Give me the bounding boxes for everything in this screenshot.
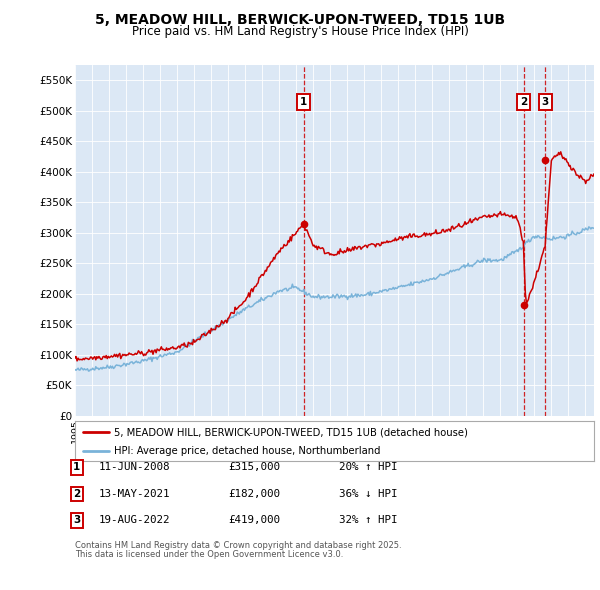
Text: 20% ↑ HPI: 20% ↑ HPI [339,463,397,472]
Text: 32% ↑ HPI: 32% ↑ HPI [339,516,397,525]
Text: £419,000: £419,000 [228,516,280,525]
Text: 19-AUG-2022: 19-AUG-2022 [99,516,170,525]
Text: 3: 3 [73,516,80,525]
Text: HPI: Average price, detached house, Northumberland: HPI: Average price, detached house, Nort… [114,445,380,455]
Text: 5, MEADOW HILL, BERWICK-UPON-TWEED, TD15 1UB: 5, MEADOW HILL, BERWICK-UPON-TWEED, TD15… [95,13,505,27]
Text: £315,000: £315,000 [228,463,280,472]
Text: 11-JUN-2008: 11-JUN-2008 [99,463,170,472]
Text: 13-MAY-2021: 13-MAY-2021 [99,489,170,499]
Text: 2: 2 [73,489,80,499]
Text: 1: 1 [300,97,307,107]
Text: 2: 2 [520,97,527,107]
Text: Contains HM Land Registry data © Crown copyright and database right 2025.: Contains HM Land Registry data © Crown c… [75,541,401,550]
Text: 3: 3 [542,97,549,107]
Text: £182,000: £182,000 [228,489,280,499]
Text: Price paid vs. HM Land Registry's House Price Index (HPI): Price paid vs. HM Land Registry's House … [131,25,469,38]
Text: 1: 1 [73,463,80,472]
Text: 36% ↓ HPI: 36% ↓ HPI [339,489,397,499]
Text: This data is licensed under the Open Government Licence v3.0.: This data is licensed under the Open Gov… [75,550,343,559]
Text: 5, MEADOW HILL, BERWICK-UPON-TWEED, TD15 1UB (detached house): 5, MEADOW HILL, BERWICK-UPON-TWEED, TD15… [114,427,468,437]
